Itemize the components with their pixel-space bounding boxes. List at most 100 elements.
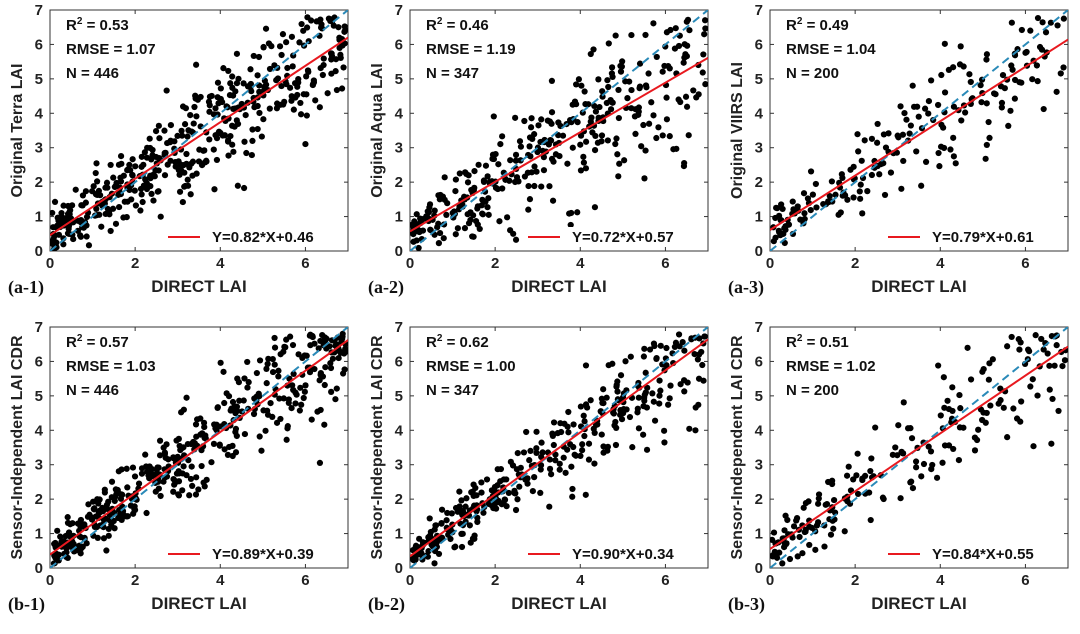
data-point xyxy=(540,154,547,161)
x-axis-label: DIRECT LAI xyxy=(871,594,966,613)
data-point xyxy=(171,481,178,488)
data-point xyxy=(438,506,446,513)
data-point xyxy=(470,492,477,500)
data-point xyxy=(569,493,576,500)
data-point xyxy=(197,431,204,438)
data-point xyxy=(686,27,693,34)
y-axis-label: Original VIIRS LAI xyxy=(729,62,746,199)
data-point xyxy=(635,394,642,401)
data-point xyxy=(925,98,933,105)
data-point xyxy=(628,105,635,112)
data-point xyxy=(531,131,538,138)
data-point xyxy=(651,342,658,350)
x-axis-label: DIRECT LAI xyxy=(511,594,606,613)
data-point xyxy=(229,452,236,460)
data-point xyxy=(115,468,122,475)
data-point xyxy=(463,495,470,502)
data-point xyxy=(415,244,422,251)
data-point xyxy=(241,430,249,438)
data-point xyxy=(531,182,538,190)
data-point xyxy=(653,53,660,61)
data-point xyxy=(266,65,274,73)
data-point xyxy=(523,428,530,436)
data-point xyxy=(417,551,424,558)
data-point xyxy=(119,491,126,498)
data-point xyxy=(533,445,540,452)
data-point xyxy=(256,109,263,117)
data-point xyxy=(985,118,992,126)
data-point xyxy=(1039,19,1046,26)
data-point xyxy=(632,130,639,137)
data-point xyxy=(108,478,116,485)
data-point xyxy=(213,156,221,164)
x-tick-label: 2 xyxy=(851,255,859,272)
data-point xyxy=(640,431,647,438)
data-point xyxy=(129,172,136,179)
data-point xyxy=(462,503,469,510)
data-point xyxy=(300,394,307,402)
data-point xyxy=(684,16,692,23)
plot-area xyxy=(770,10,1068,251)
axes-frame xyxy=(769,9,1069,252)
data-point xyxy=(587,118,594,125)
x-tick-label: 2 xyxy=(491,572,499,589)
legend-box xyxy=(522,227,702,247)
r-squared-text: R2 = 0.62 xyxy=(426,333,489,351)
data-point xyxy=(663,362,670,369)
data-point xyxy=(1010,405,1017,412)
data-point xyxy=(448,510,455,517)
data-point xyxy=(686,425,693,432)
n-count-text: N = 446 xyxy=(66,65,119,82)
data-point xyxy=(1004,343,1011,350)
data-point xyxy=(554,430,561,437)
data-point xyxy=(152,128,160,135)
data-point xyxy=(92,513,100,520)
data-point xyxy=(170,488,177,495)
panel-label: (a-1) xyxy=(8,277,44,298)
data-point xyxy=(540,167,548,174)
data-point xyxy=(234,375,241,382)
axes-frame xyxy=(49,326,349,569)
data-point xyxy=(1011,95,1018,102)
data-point xyxy=(288,93,295,100)
data-point xyxy=(483,476,491,483)
data-point xyxy=(251,395,258,402)
data-point xyxy=(278,51,285,59)
data-point xyxy=(650,20,657,27)
data-point xyxy=(467,539,474,546)
data-point xyxy=(427,226,434,233)
data-point xyxy=(524,475,531,482)
data-point xyxy=(867,516,874,524)
data-point xyxy=(998,104,1005,111)
data-point xyxy=(813,204,820,211)
x-tick-label: 6 xyxy=(301,255,309,272)
data-point xyxy=(999,71,1007,79)
data-point xyxy=(1044,350,1051,357)
data-point xyxy=(1046,362,1053,369)
data-point xyxy=(419,227,427,234)
data-point xyxy=(548,471,555,478)
data-point xyxy=(789,198,796,205)
data-point xyxy=(672,339,680,346)
data-point xyxy=(289,63,296,70)
data-point xyxy=(604,447,611,454)
data-point xyxy=(296,39,303,46)
data-point xyxy=(546,118,554,125)
data-point xyxy=(413,237,420,244)
data-point xyxy=(794,553,801,560)
data-point xyxy=(939,459,946,466)
data-point xyxy=(1004,434,1011,441)
data-point xyxy=(269,413,276,420)
data-point xyxy=(431,207,438,214)
data-point xyxy=(915,113,922,120)
data-point xyxy=(868,455,875,462)
data-point xyxy=(177,446,184,454)
data-point xyxy=(240,80,247,87)
data-point xyxy=(123,465,130,472)
data-point xyxy=(663,344,670,352)
data-point xyxy=(292,400,299,407)
scatter-points xyxy=(50,14,348,251)
data-point xyxy=(835,211,842,218)
data-point xyxy=(271,62,278,69)
data-point xyxy=(928,466,935,473)
